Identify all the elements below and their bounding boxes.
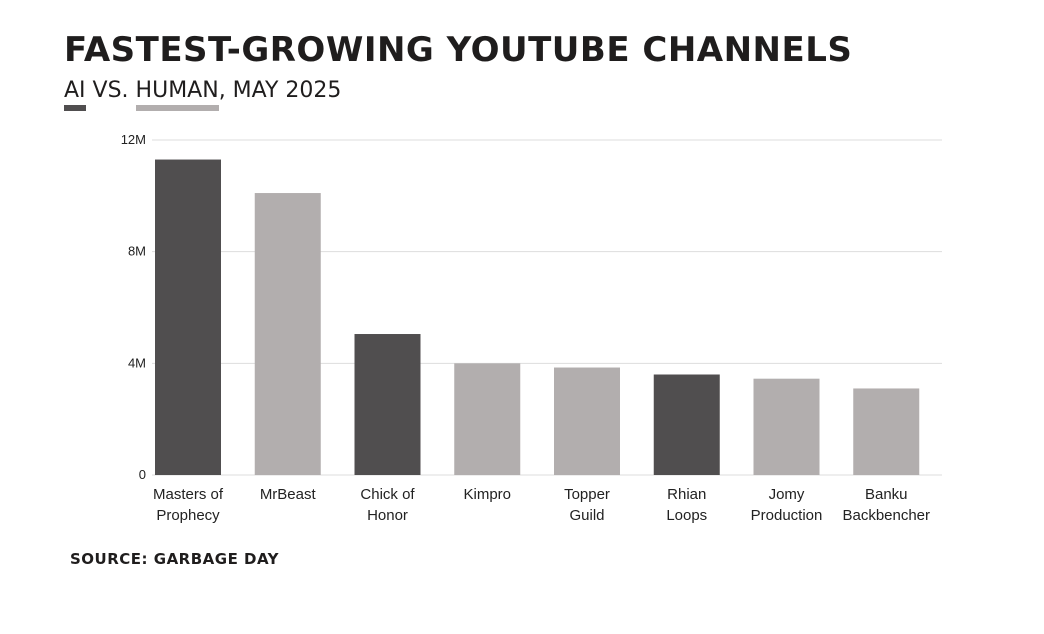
y-tick-label-3: 12M: [121, 132, 146, 147]
x-tick-label-1: MrBeast: [260, 486, 317, 503]
subtitle-date: , MAY 2025: [218, 78, 342, 103]
legend-ai-label: AI: [64, 78, 86, 103]
chart-subtitle: AI VS. HUMAN, MAY 2025: [64, 78, 342, 111]
legend-human: HUMAN: [135, 78, 219, 111]
legend-human-swatch: [135, 105, 219, 111]
chart-title: FASTEST-GROWING YOUTUBE CHANNELS: [64, 30, 853, 70]
y-tick-label-1: 4M: [128, 355, 146, 370]
bar-6: [753, 378, 820, 475]
bar-3: [454, 363, 521, 475]
bar-0: [155, 159, 221, 475]
x-tick-label-6: Jomy Production: [751, 486, 823, 524]
x-tick-label-2: Chick of Honor: [360, 486, 415, 524]
x-tick-label-5: Rhian Loops: [666, 486, 707, 524]
legend-ai: AI: [64, 78, 86, 111]
legend-human-label: HUMAN: [135, 78, 219, 103]
bar-5: [653, 374, 720, 475]
bar-4: [554, 367, 620, 475]
source-note: SOURCE: GARBAGE DAY: [70, 550, 280, 568]
subtitle-vs: VS.: [85, 78, 136, 103]
bar-2: [354, 334, 421, 475]
bar-1: [254, 193, 321, 475]
y-tick-label-2: 8M: [128, 244, 146, 259]
legend-ai-swatch: [64, 105, 86, 111]
y-tick-label-0: 0: [139, 467, 146, 482]
x-tick-label-4: Topper Guild: [564, 486, 610, 524]
x-tick-label-7: Banku Backbencher: [842, 486, 930, 524]
x-tick-label-3: Kimpro: [463, 486, 511, 503]
x-tick-label-0: Masters of Prophecy: [153, 486, 224, 524]
bar-7: [853, 388, 920, 475]
